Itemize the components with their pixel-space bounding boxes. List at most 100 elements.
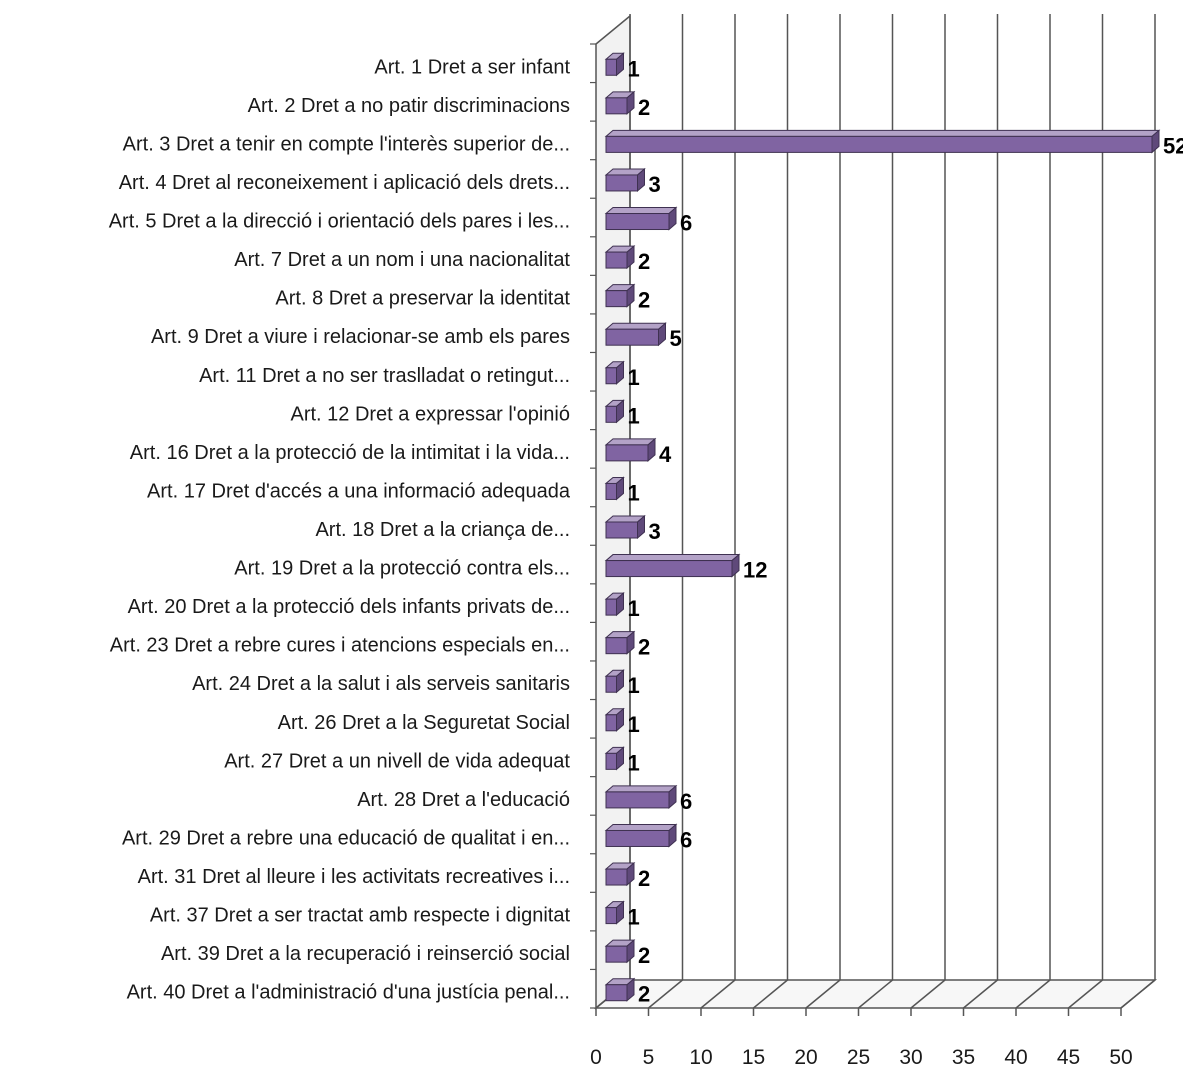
category-label: Art. 19 Dret a la protecció contra els..… bbox=[234, 558, 570, 580]
data-label: 1 bbox=[628, 905, 640, 930]
data-label: 1 bbox=[628, 712, 640, 737]
data-label: 6 bbox=[680, 827, 692, 852]
category-label: Art. 7 Dret a un nom i una nacionalitat bbox=[234, 249, 570, 271]
x-tick-label: 10 bbox=[689, 1046, 712, 1069]
bar-front-face bbox=[605, 829, 670, 847]
floor-gridline bbox=[753, 979, 788, 1009]
bar-front-face bbox=[605, 213, 670, 231]
bar bbox=[604, 360, 625, 385]
category-label: Art. 29 Dret a rebre una educació de qua… bbox=[122, 827, 570, 849]
data-label: 1 bbox=[628, 480, 640, 505]
floor-gridline bbox=[700, 979, 736, 1009]
floor-gridline bbox=[648, 979, 683, 1009]
category-label: Art. 23 Dret a rebre cures i atencions e… bbox=[110, 635, 570, 657]
bar-top-face bbox=[604, 207, 678, 215]
data-label: 2 bbox=[638, 982, 650, 1007]
x-tick-label: 0 bbox=[590, 1046, 602, 1069]
floor-gridline bbox=[1015, 979, 1051, 1009]
bars bbox=[604, 52, 1161, 1002]
bar bbox=[604, 322, 667, 347]
bar-front-face bbox=[605, 367, 617, 385]
bar bbox=[604, 630, 636, 655]
bar-top-face bbox=[604, 823, 678, 831]
category-label: Art. 11 Dret a no ser traslladat o retin… bbox=[199, 365, 570, 387]
bar-top-face bbox=[604, 554, 741, 562]
bar-front-face bbox=[605, 174, 638, 192]
bar-front-face bbox=[605, 791, 670, 809]
data-label: 6 bbox=[680, 789, 692, 814]
bar bbox=[604, 861, 636, 887]
category-label: Art. 31 Dret al lleure i les activitats … bbox=[138, 866, 570, 888]
bar bbox=[604, 977, 636, 1002]
data-label: 52 bbox=[1163, 133, 1183, 158]
bar-front-face bbox=[605, 945, 628, 963]
data-label: 1 bbox=[628, 673, 640, 698]
bar-front-face bbox=[605, 752, 617, 770]
category-label: Art. 4 Dret al reconeixement i aplicació… bbox=[119, 172, 570, 194]
category-labels: Art. 1 Dret a ser infant Art. 2 Dret a no… bbox=[109, 56, 571, 1003]
category-label: Art. 1 Dret a ser infant bbox=[374, 56, 570, 78]
bar bbox=[604, 90, 636, 115]
data-label: 4 bbox=[659, 442, 672, 467]
bar bbox=[604, 823, 678, 848]
bar-front-face bbox=[605, 907, 617, 925]
bar bbox=[604, 784, 678, 810]
x-tick-label: 5 bbox=[643, 1046, 655, 1069]
bar bbox=[604, 939, 636, 964]
bar bbox=[604, 283, 636, 308]
data-label: 2 bbox=[638, 866, 650, 891]
data-label: 1 bbox=[628, 56, 640, 81]
floor-gridline bbox=[963, 979, 998, 1009]
category-label: Art. 17 Dret d'accés a una informació ad… bbox=[147, 480, 571, 502]
category-label: Art. 20 Dret a la protecció dels infants… bbox=[128, 596, 570, 618]
bar-front-face bbox=[605, 97, 628, 115]
x-tick-label: 45 bbox=[1057, 1046, 1080, 1069]
category-label: Art. 2 Dret a no patir discriminacions bbox=[248, 95, 570, 117]
bar-front-face bbox=[605, 714, 617, 732]
bar-front-face bbox=[605, 482, 617, 500]
category-label: Art. 27 Dret a un nivell de vida adequat bbox=[224, 750, 570, 772]
floor-gridline bbox=[1120, 979, 1156, 1009]
bar bbox=[604, 707, 625, 732]
data-label: 3 bbox=[649, 519, 661, 544]
bar bbox=[604, 52, 625, 77]
bar bbox=[604, 244, 636, 270]
data-label: 1 bbox=[628, 365, 640, 390]
category-label: Art. 37 Dret a ser tractat amb respecte … bbox=[150, 905, 571, 927]
bar bbox=[604, 514, 646, 540]
x-tick-label: 30 bbox=[899, 1046, 922, 1069]
bar-front-face bbox=[605, 251, 628, 269]
category-label: Art. 28 Dret a l'educació bbox=[357, 789, 570, 811]
bar bbox=[604, 592, 625, 617]
category-label: Art. 24 Dret a la salut i als serveis sa… bbox=[192, 673, 570, 695]
gridlines bbox=[590, 14, 1156, 1016]
bar-front-face bbox=[605, 328, 659, 346]
floor-gridline bbox=[910, 979, 946, 1009]
bar-front-face bbox=[605, 675, 617, 693]
bar-top-face bbox=[604, 322, 667, 330]
x-tick-label: 25 bbox=[847, 1046, 870, 1069]
data-label: 2 bbox=[638, 249, 650, 274]
bar bbox=[604, 206, 678, 231]
x-tick-label: 15 bbox=[742, 1046, 765, 1069]
x-tick-label: 50 bbox=[1109, 1046, 1132, 1069]
category-label: Art. 39 Dret a la recuperació i reinserc… bbox=[161, 943, 570, 965]
floor-gridline bbox=[1068, 979, 1103, 1009]
bar bbox=[604, 167, 646, 193]
data-label: 1 bbox=[628, 750, 640, 775]
bar-front-face bbox=[605, 598, 617, 616]
data-label: 3 bbox=[649, 172, 661, 197]
side-wall bbox=[595, 14, 631, 1010]
category-label: Art. 16 Dret a la protecció de la intimi… bbox=[130, 442, 570, 464]
bar-front-face bbox=[605, 58, 617, 76]
bar-front-face bbox=[605, 290, 628, 308]
category-label: Art. 40 Dret a l'administració d'una jus… bbox=[127, 982, 570, 1004]
data-label: 2 bbox=[638, 943, 650, 968]
data-label: 5 bbox=[670, 326, 682, 351]
bar bbox=[604, 669, 625, 694]
category-label: Art. 9 Dret a viure i relacionar-se amb … bbox=[151, 326, 570, 348]
bar bbox=[604, 399, 625, 424]
bar-front-face bbox=[605, 637, 628, 655]
